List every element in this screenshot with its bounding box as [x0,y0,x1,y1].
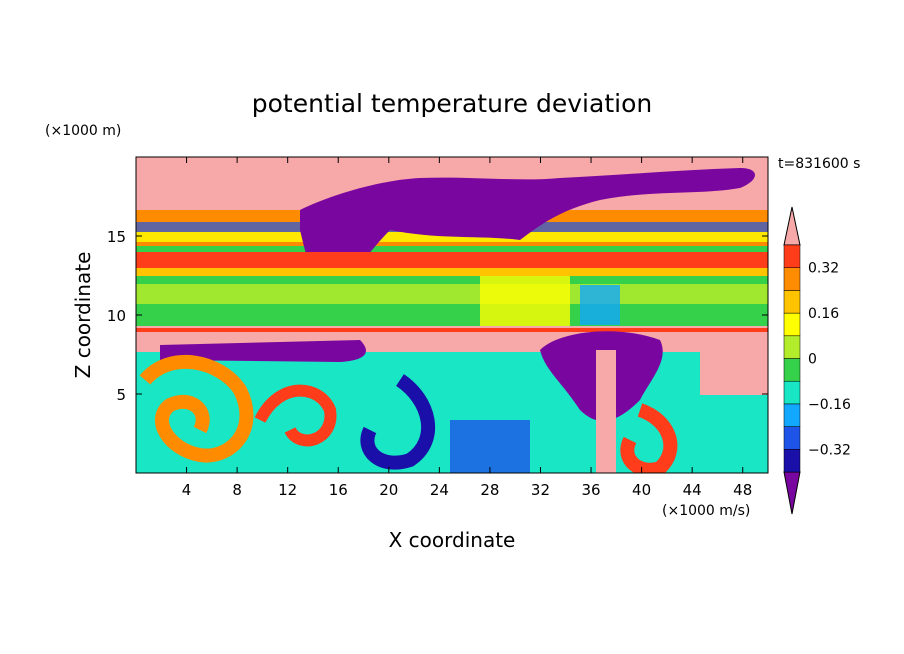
x-tick-label: 48 [733,481,752,499]
y-axis-label: Z coordinate [71,252,95,379]
colorbar-tick-label: −0.16 [808,397,851,413]
x-axis: 4 8 12 16 20 24 28 32 36 40 44 48 [182,157,752,499]
region-yellow-patch [480,276,570,326]
x-unit-label: (×1000 m/s) [662,503,750,519]
y-unit-label: (×1000 m) [45,123,121,139]
colorbar-segment [783,290,801,314]
x-axis-label: X coordinate [389,528,516,552]
region-upper-purple [300,168,755,285]
colorbar-segment [783,267,801,291]
region-orange-band [136,268,768,276]
region-pink-right [700,335,768,395]
x-tick-label: 12 [278,481,297,499]
region-mid-red-line [136,328,768,332]
colorbar-tick-label: 0 [808,352,817,368]
colorbar-segment [783,426,801,450]
x-tick-label: 28 [480,481,499,499]
region-eddy-right [620,403,678,473]
chart-title: potential temperature deviation [252,89,652,118]
x-tick-label: 16 [329,481,348,499]
x-tick-label: 32 [531,481,550,499]
region-red-band [136,252,768,270]
x-tick-label: 24 [430,481,449,499]
y-axis: 5 10 15 [107,228,768,404]
colorbar-bottom-triangle [783,471,801,515]
y-tick-label: 5 [116,386,126,404]
colorbar-segment [783,312,801,337]
x-tick-label: 20 [379,481,398,499]
region-eddy-mid [254,384,337,447]
colorbar-segment [783,244,801,268]
region-noisy-band-c [136,232,768,242]
colorbar-tick-label: −0.32 [808,442,851,458]
colorbar-segment [783,449,801,473]
region-eddy-left [139,354,254,463]
region-eddy-blue [360,374,435,470]
region-blue-lower [450,420,530,473]
y-tick-label: 10 [107,307,126,325]
x-tick-label: 40 [632,481,651,499]
region-cyan-patch [580,285,620,325]
colorbar-segment [783,358,801,382]
region-plume [596,350,616,473]
region-lower-purple-left [160,340,366,362]
colorbar-segment [783,335,801,359]
colorbar-segment [783,380,801,405]
x-tick-label: 44 [683,481,702,499]
x-tick-label: 36 [581,481,600,499]
time-label: t=831600 s [778,156,860,172]
x-tick-label: 4 [182,481,192,499]
colorbar-top-triangle [783,206,801,246]
region-lightgreen-layer [136,284,768,304]
colorbar-tick-label: 0.16 [808,306,839,322]
x-tick-label: 8 [232,481,242,499]
plot-area [135,156,769,474]
colorbar: 0.32 0.16 0 −0.16 −0.32 [783,206,851,515]
colorbar-segment [783,403,801,427]
y-tick-label: 15 [107,228,126,246]
colorbar-tick-label: 0.32 [808,261,839,277]
